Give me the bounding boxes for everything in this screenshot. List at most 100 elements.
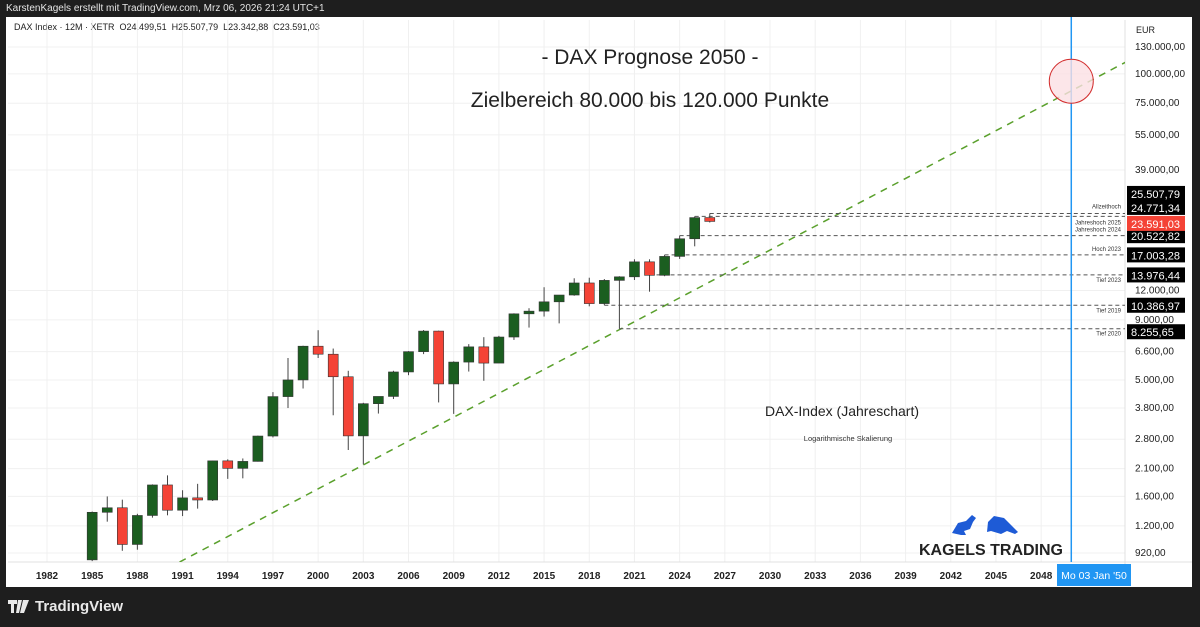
price-tag-label: 20.522,82 (1131, 231, 1180, 243)
candle-body[interactable] (523, 310, 535, 315)
y-tick-label: 130.000,00 (1135, 42, 1185, 53)
chart-subtitle: Zielbereich 80.000 bis 120.000 Punkte (471, 89, 829, 112)
candle-body[interactable] (418, 330, 429, 352)
candle-body[interactable] (629, 261, 640, 278)
y-tick-label: 920,00 (1135, 548, 1166, 559)
symbol-name[interactable]: DAX Index · 12M · XETR (14, 22, 115, 32)
y-tick-label: 12.000,00 (1135, 286, 1180, 297)
price-tag (1127, 324, 1185, 340)
currency-label: EUR (1136, 25, 1156, 35)
candle-body[interactable] (508, 313, 520, 338)
x-tick-label: 2012 (488, 571, 511, 582)
candle-body[interactable] (86, 511, 98, 561)
candle-body[interactable] (568, 282, 580, 296)
candle-body[interactable] (704, 217, 716, 222)
chart-title: - DAX Prognose 2050 - (541, 46, 758, 69)
y-tick-label: 75.000,00 (1135, 98, 1180, 109)
y-tick-label: 9.000,00 (1135, 315, 1174, 326)
price-tag (1127, 185, 1185, 201)
candle-body[interactable] (599, 280, 610, 304)
candle-body[interactable] (237, 461, 249, 469)
candle-body[interactable] (674, 238, 685, 257)
price-tag-label: 24.771,34 (1131, 203, 1180, 215)
candle-body[interactable] (358, 403, 369, 437)
candle-body[interactable] (327, 353, 339, 378)
x-tick-label: 1982 (36, 571, 59, 582)
price-tag-label: 25.507,79 (1131, 189, 1180, 201)
candle-body[interactable] (132, 515, 143, 545)
y-tick-label: 2.800,00 (1135, 434, 1174, 445)
candle-body[interactable] (312, 345, 324, 355)
candle-body[interactable] (342, 376, 354, 437)
bear-icon (987, 516, 1018, 534)
level-label: Tief 2019 (1096, 308, 1121, 314)
candle-body[interactable] (297, 345, 309, 381)
candle-body[interactable] (162, 484, 173, 511)
candle-body[interactable] (117, 507, 128, 545)
y-tick-label: 1.200,00 (1135, 521, 1174, 532)
watermark-logo: KAGELS TRADING (919, 542, 1063, 559)
candle-body[interactable] (689, 217, 701, 240)
level-label: Tief 2020 (1096, 332, 1121, 338)
trend-line (179, 61, 1125, 562)
close-value: C23.591,03 (273, 22, 320, 32)
candle-body[interactable] (177, 497, 188, 511)
x-tick-label: 2003 (352, 571, 375, 582)
x-tick-label: 2042 (940, 571, 963, 582)
candle-body[interactable] (614, 276, 625, 281)
y-tick-label: 100.000,00 (1135, 69, 1185, 80)
tradingview-brand[interactable]: TradingView (8, 598, 123, 615)
y-tick-label: 1.600,00 (1135, 491, 1174, 502)
candle-body[interactable] (403, 351, 414, 373)
candle-body[interactable] (644, 261, 655, 276)
x-tick-label: 2048 (1030, 571, 1053, 582)
candle-body[interactable] (448, 361, 460, 385)
candle-body[interactable] (553, 294, 565, 303)
candle-body[interactable] (463, 346, 475, 363)
candle-body[interactable] (267, 396, 279, 437)
candle-body[interactable] (388, 371, 399, 397)
x-tick-label: 2039 (894, 571, 917, 582)
candle-body[interactable] (478, 346, 490, 364)
symbol-legend: DAX Index · 12M · XETR O24.499,51 H25.50… (14, 22, 320, 32)
x-tick-label: 2018 (578, 571, 601, 582)
last-price-label: 23.591,03 (1131, 219, 1180, 231)
candle-body[interactable] (222, 460, 234, 469)
price-tag (1127, 228, 1185, 244)
x-tick-label: 2015 (533, 571, 556, 582)
scale-annotation: Logarithmische Skalierung (804, 434, 892, 443)
candle-body[interactable] (192, 497, 203, 501)
x-tick-label: 2021 (623, 571, 646, 582)
x-tick-label: 2030 (759, 571, 782, 582)
candle-body[interactable] (147, 484, 158, 516)
y-tick-label: 3.800,00 (1135, 403, 1174, 414)
price-tag-label: 8.255,65 (1131, 327, 1174, 339)
candle-body[interactable] (252, 435, 264, 462)
date-tag-label: Mo 03 Jan '50 (1061, 570, 1127, 582)
candle-body[interactable] (101, 507, 113, 513)
candle-body[interactable] (282, 379, 294, 397)
target-zone-circle (1048, 58, 1094, 104)
candle-body[interactable] (538, 301, 550, 312)
price-tag (1127, 267, 1185, 283)
candle-body[interactable] (207, 460, 218, 501)
y-tick-label: 39.000,00 (1135, 165, 1180, 176)
candle-body[interactable] (373, 396, 384, 404)
x-tick-label: 1988 (126, 571, 149, 582)
x-tick-label: 1997 (262, 571, 285, 582)
price-tag-label: 17.003,28 (1131, 250, 1180, 262)
candle-body[interactable] (493, 336, 505, 364)
price-tag (1127, 199, 1185, 215)
last-price-tag (1127, 215, 1185, 231)
candle-body[interactable] (583, 282, 595, 304)
bull-icon (952, 515, 976, 535)
y-tick-label: 2.100,00 (1135, 464, 1174, 475)
x-tick-label: 1985 (81, 571, 104, 582)
date-tag (1057, 564, 1131, 586)
candle-body[interactable] (433, 330, 444, 385)
candle-body[interactable] (659, 256, 670, 276)
chart-annotation: DAX-Index (Jahreschart) (765, 403, 919, 419)
x-tick-label: 2045 (985, 571, 1008, 582)
tradingview-logo-icon (8, 600, 29, 613)
